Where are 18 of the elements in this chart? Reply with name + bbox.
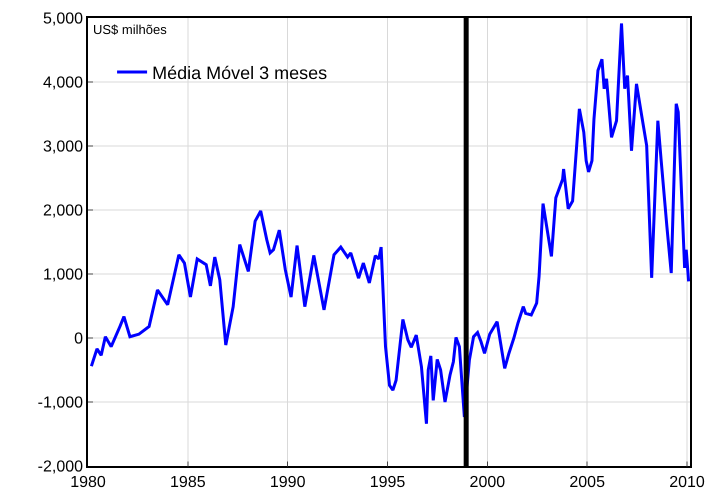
annotation: US$ milhões bbox=[93, 22, 168, 37]
x-tick-label: 2010 bbox=[669, 474, 705, 491]
y-tick-label: 5,000 bbox=[43, 10, 84, 28]
y-tick-label: 4,000 bbox=[43, 74, 84, 92]
x-tick-label: 1995 bbox=[370, 474, 406, 491]
x-tick-label: 1985 bbox=[170, 474, 206, 491]
x-tick-label: 1980 bbox=[70, 474, 106, 491]
line-series bbox=[90, 22, 690, 426]
y-tick-label: -2,000 bbox=[38, 458, 84, 476]
legend-label: Média Móvel 3 meses bbox=[152, 63, 328, 84]
y-tick-label: -1,000 bbox=[38, 394, 84, 412]
x-tick-label: 1990 bbox=[270, 474, 306, 491]
x-tick-label: 2000 bbox=[470, 474, 506, 491]
y-tick-label: 2,000 bbox=[43, 202, 84, 220]
y-tick-label: 0 bbox=[74, 330, 84, 348]
y-tick-label: 1,000 bbox=[43, 266, 84, 284]
x-tick-label: 2005 bbox=[569, 474, 606, 491]
y-tick-label: 3,000 bbox=[43, 138, 84, 156]
